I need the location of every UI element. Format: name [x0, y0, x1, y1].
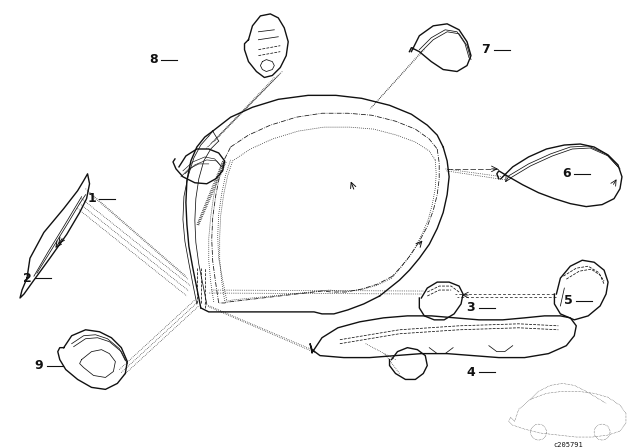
Text: c205791: c205791: [554, 442, 583, 448]
Text: 4: 4: [467, 366, 476, 379]
Text: 6: 6: [562, 168, 571, 181]
Text: 3: 3: [467, 302, 476, 314]
Text: 8: 8: [149, 53, 157, 66]
Text: 5: 5: [564, 294, 573, 307]
Text: 1: 1: [87, 192, 96, 205]
Text: 7: 7: [481, 43, 490, 56]
Text: 9: 9: [35, 359, 44, 372]
Text: 2: 2: [22, 271, 31, 284]
